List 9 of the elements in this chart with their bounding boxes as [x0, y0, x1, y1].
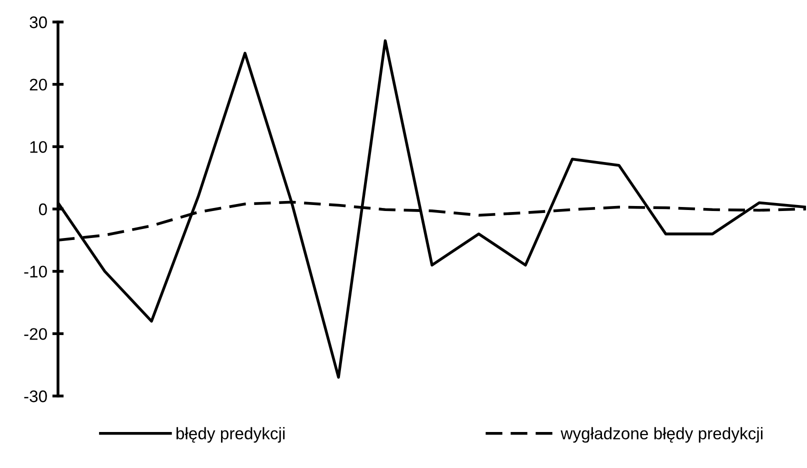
y-tick-label: 30 [30, 16, 47, 28]
y-tick-label: 10 [30, 141, 47, 153]
y-tick-label: -10 [24, 266, 47, 278]
y-tick-label: 0 [38, 203, 47, 216]
legend-label: wygładzone błędy predykcji [560, 427, 762, 443]
legend-label: błędy predykcji [176, 427, 285, 443]
y-tick-label: -20 [24, 328, 47, 340]
y-tick-label: -30 [24, 390, 47, 402]
y-tick-label: 20 [30, 78, 47, 91]
